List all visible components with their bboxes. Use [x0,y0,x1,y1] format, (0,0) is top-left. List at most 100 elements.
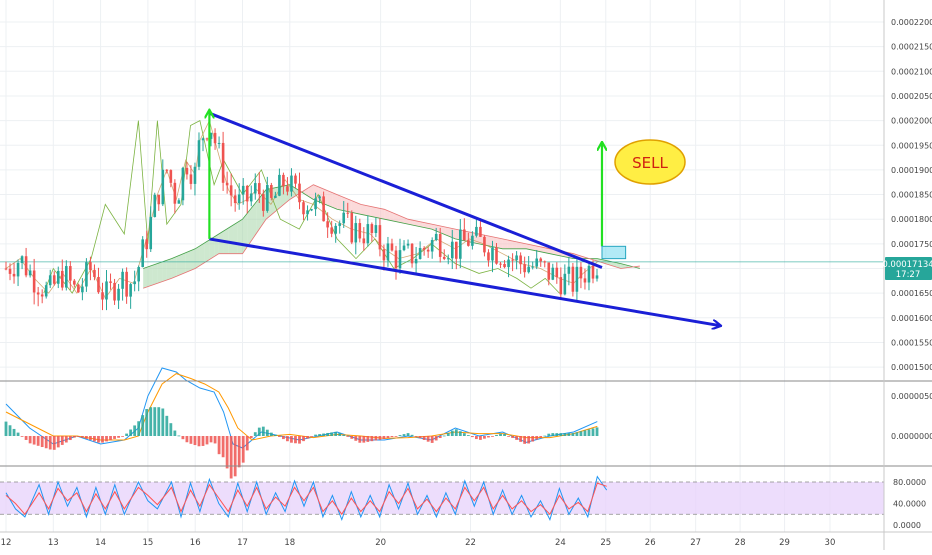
candle-body [374,225,378,233]
macd-histogram-bar [8,425,12,436]
macd-histogram-bar [117,436,120,438]
macd-histogram-bar [507,436,510,437]
macd-histogram-bar [269,432,273,436]
candle-body [567,266,571,274]
candle-body [36,292,40,295]
candle-body [390,243,394,251]
macd-histogram-bar [474,436,478,440]
sell-bubble[interactable] [614,139,686,185]
cloud-segment [370,206,375,218]
macd-histogram-bar [378,436,382,440]
macd-histogram-bar [97,436,100,443]
candle-body [16,262,20,277]
candle-body [342,212,346,224]
candle-body [306,210,309,215]
candle-body [394,250,398,269]
macd-histogram-bar [563,433,567,436]
sell-annotation[interactable]: SELL [614,139,686,185]
macd-histogram-bar [282,436,285,440]
candle-body [40,294,44,297]
macd-histogram-bar [531,436,535,442]
candle-body [406,243,410,246]
candle-body [531,266,534,268]
candle-body [370,224,374,233]
candle-body [555,267,559,278]
candle-body [511,259,514,261]
cloud-segment [545,247,550,254]
macd-histogram-bar [261,426,265,436]
candle-body [378,225,382,250]
candle-body [418,248,422,259]
indicator-lines [0,119,884,522]
macd-histogram-bar [322,433,326,436]
macd-histogram-bar [48,436,52,450]
macd-histogram-bar [527,436,531,444]
macd-histogram [4,407,599,479]
macd-histogram-bar [233,436,237,477]
macd-histogram-bar [64,436,68,443]
candle-body [442,256,446,259]
macd-histogram-bar [197,436,201,447]
candle-body [89,262,92,270]
target-box[interactable] [601,245,627,260]
candle-body [358,223,362,239]
cloud-segment [308,184,314,200]
macd-histogram-bar [326,432,330,436]
cloud-segment [214,233,219,257]
macd-histogram-bar [539,436,543,438]
macd-histogram-bar [277,436,281,437]
time-tick-label: 29 [779,538,790,548]
candle-body [257,183,261,195]
cloud-segment [512,240,517,249]
candle-body [430,240,434,252]
macd-histogram-bar [479,436,482,440]
time-tick-label: 24 [555,538,566,548]
macd-histogram-bar [294,436,297,444]
candle-body [245,185,249,202]
cloud-segment [408,219,413,226]
stoch-k-line [5,475,608,522]
macd-histogram-bar [298,436,301,444]
macd-histogram-bar [113,436,116,439]
time-tick-label: 25 [600,538,611,548]
cloud-segment [157,261,163,284]
cloud-segment [327,190,333,208]
candle-body [402,245,406,251]
upper-trendline[interactable] [208,111,603,269]
stoch-tick-label: 0.0000 [893,521,921,530]
candle-body [85,262,88,287]
candle-body [539,258,543,262]
cloud-segment [166,258,172,281]
candle-body [201,138,205,141]
cloud-segment [526,243,532,250]
macd-histogram-bar [101,436,104,443]
candle-body [8,268,12,274]
macd-histogram-bar [386,436,390,439]
time-tick-label: 12 [1,538,12,548]
cloud-segment [398,215,404,224]
candle-body [563,273,567,295]
candle-body [93,269,96,277]
macd-histogram-bar [374,436,378,441]
candle-body [278,174,281,196]
lower-trendline[interactable] [209,237,720,326]
candle-body [543,261,547,263]
candle-body [225,182,229,186]
cloud-segment [540,246,546,253]
candle-body [475,226,478,236]
macd-histogram-bar [209,436,213,443]
cloud-segment [199,242,205,266]
candle-body [547,262,551,280]
candle-body [591,265,595,279]
candle-body [290,175,293,192]
time-tick-label: 28 [735,538,746,548]
macd-histogram-bar [193,436,197,446]
candle-body [338,223,342,226]
candle-body [274,195,277,198]
candle-body [346,212,350,214]
macd-histogram-bar [310,436,313,437]
macd-histogram-bar [217,436,221,455]
candle-body [44,285,48,297]
